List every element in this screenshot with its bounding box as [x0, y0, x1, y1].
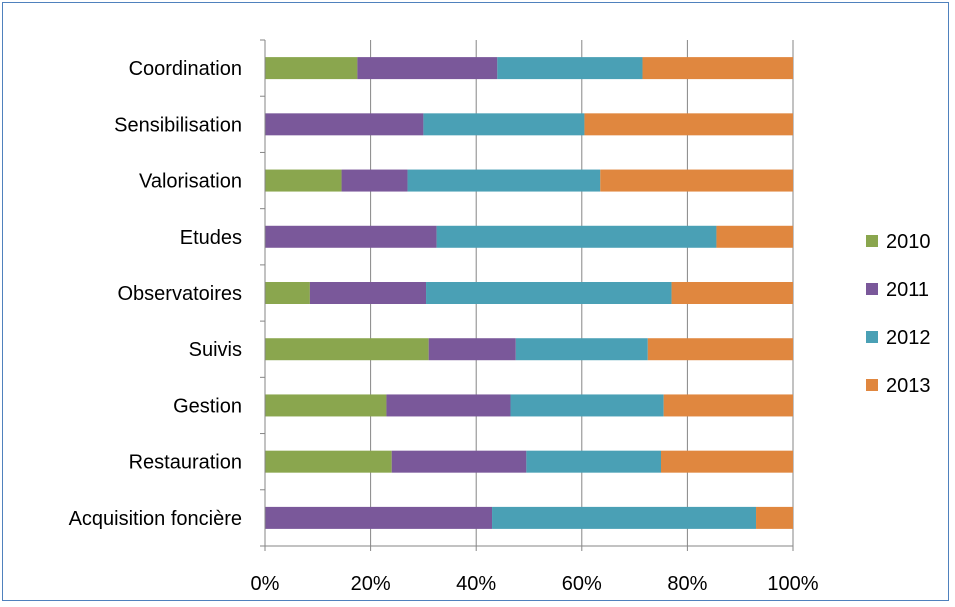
- bar-segment-2012: [510, 394, 664, 417]
- category-labels: Coordination Sensibilisation Valorisation E…: [69, 58, 242, 530]
- bar-segment-2010: [265, 57, 358, 80]
- category-label: Gestion: [173, 395, 242, 417]
- legend-label: 2012: [886, 327, 931, 349]
- bar-segment-2010: [265, 450, 392, 473]
- bar-segment-2013: [716, 225, 793, 248]
- bar-segment-2010: [265, 169, 342, 192]
- category-label: Restauration: [129, 452, 242, 474]
- bar-segment-2012: [436, 225, 717, 248]
- x-tick-label: 20%: [351, 573, 391, 595]
- bars: [265, 57, 793, 529]
- category-label: Sensibilisation: [114, 114, 242, 136]
- legend: 2010 2011 2012 2013: [866, 231, 931, 397]
- legend-label: 2013: [886, 375, 931, 397]
- legend-swatch-2011: [866, 283, 878, 295]
- bar-segment-2011: [391, 450, 527, 473]
- category-label: Observatoires: [118, 283, 243, 305]
- x-tick-label: 0%: [251, 573, 280, 595]
- category-label: Suivis: [189, 339, 242, 361]
- category-label: Coordination: [129, 58, 242, 80]
- legend-label: 2011: [886, 279, 929, 301]
- bar-segment-2013: [584, 113, 793, 136]
- bar-segment-2010: [265, 394, 387, 417]
- category-label: Valorisation: [139, 171, 242, 193]
- category-label: Acquisition foncière: [69, 508, 242, 530]
- bar-segment-2012: [407, 169, 601, 192]
- bar-segment-2013: [600, 169, 793, 192]
- x-tick-label: 40%: [456, 573, 496, 595]
- bar-segment-2012: [497, 57, 643, 80]
- axes: [260, 39, 794, 551]
- bar-segment-2010: [265, 338, 429, 361]
- legend-swatch-2013: [866, 379, 878, 391]
- legend-swatch-2012: [866, 331, 878, 343]
- legend-swatch-2010: [866, 235, 878, 247]
- bar-segment-2013: [663, 394, 793, 417]
- bar-segment-2011: [341, 169, 408, 192]
- bar-segment-2011: [265, 225, 437, 248]
- x-tick-label: 80%: [667, 573, 707, 595]
- x-tick-label: 60%: [562, 573, 602, 595]
- bar-segment-2011: [386, 394, 511, 417]
- category-label: Etudes: [180, 227, 242, 249]
- bar-segment-2012: [526, 450, 661, 473]
- legend-label: 2010: [886, 231, 931, 253]
- x-tick-labels: 0% 20% 40% 60% 80% 100%: [251, 573, 819, 595]
- bar-segment-2013: [671, 282, 793, 304]
- bar-segment-2011: [309, 282, 427, 304]
- bar-segment-2011: [428, 338, 516, 361]
- bar-segment-2013: [661, 450, 793, 473]
- bar-segment-2013: [642, 57, 793, 80]
- bar-segment-2011: [265, 506, 493, 529]
- bar-segment-2012: [426, 282, 672, 304]
- bar-segment-2013: [647, 338, 793, 361]
- bar-segment-2012: [492, 506, 757, 529]
- bar-segment-2012: [515, 338, 648, 361]
- x-tick-label: 100%: [767, 573, 818, 595]
- bar-segment-2011: [357, 57, 498, 80]
- bar-segment-2010: [265, 282, 310, 304]
- bar-segment-2013: [756, 506, 793, 529]
- bar-segment-2012: [423, 113, 585, 136]
- bar-segment-2011: [265, 113, 424, 136]
